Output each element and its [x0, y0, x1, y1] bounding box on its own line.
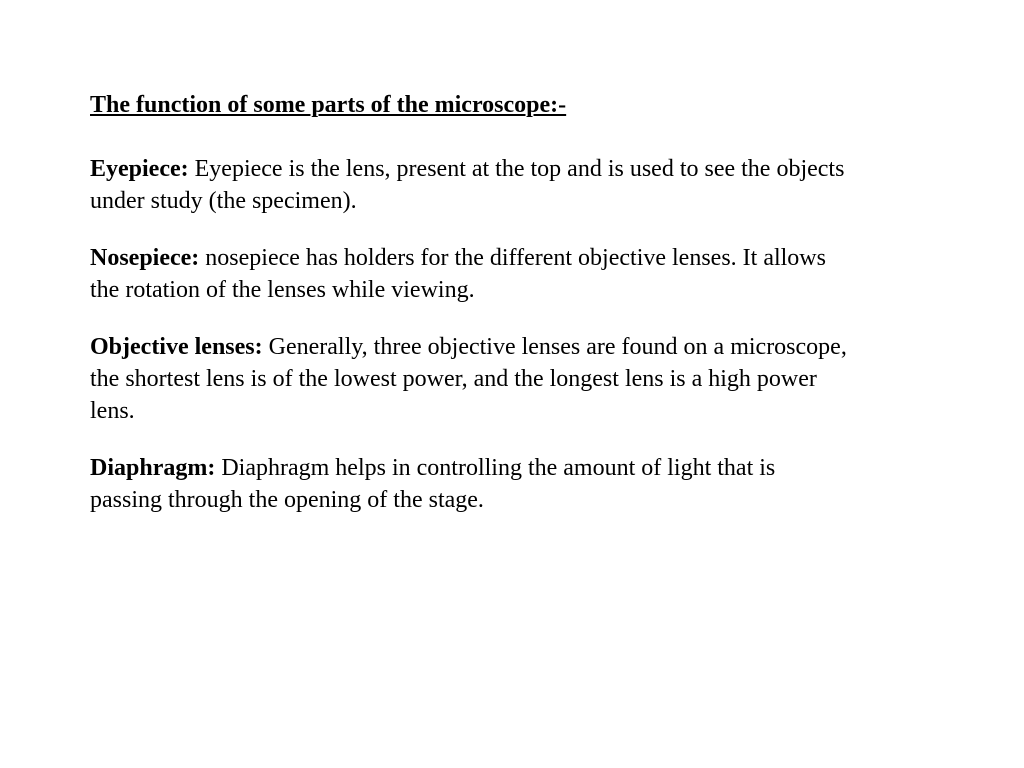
- term-label: Nosepiece:: [90, 245, 199, 271]
- definition-text: nosepiece has holders for the different …: [90, 245, 826, 303]
- term-label: Objective lenses:: [90, 334, 263, 360]
- definition-entry: Diaphragm: Diaphragm helps in controllin…: [90, 452, 850, 517]
- definition-entry: Nosepiece: nosepiece has holders for the…: [90, 242, 850, 307]
- term-label: Diaphragm:: [90, 455, 215, 481]
- definition-entry: Objective lenses: Generally, three objec…: [90, 331, 850, 428]
- document-page: The function of some parts of the micros…: [0, 0, 1024, 517]
- page-title: The function of some parts of the micros…: [90, 92, 934, 119]
- definition-entry: Eyepiece: Eyepiece is the lens, present …: [90, 153, 850, 218]
- definition-text: Eyepiece is the lens, present at the top…: [90, 156, 844, 214]
- term-label: Eyepiece:: [90, 156, 189, 182]
